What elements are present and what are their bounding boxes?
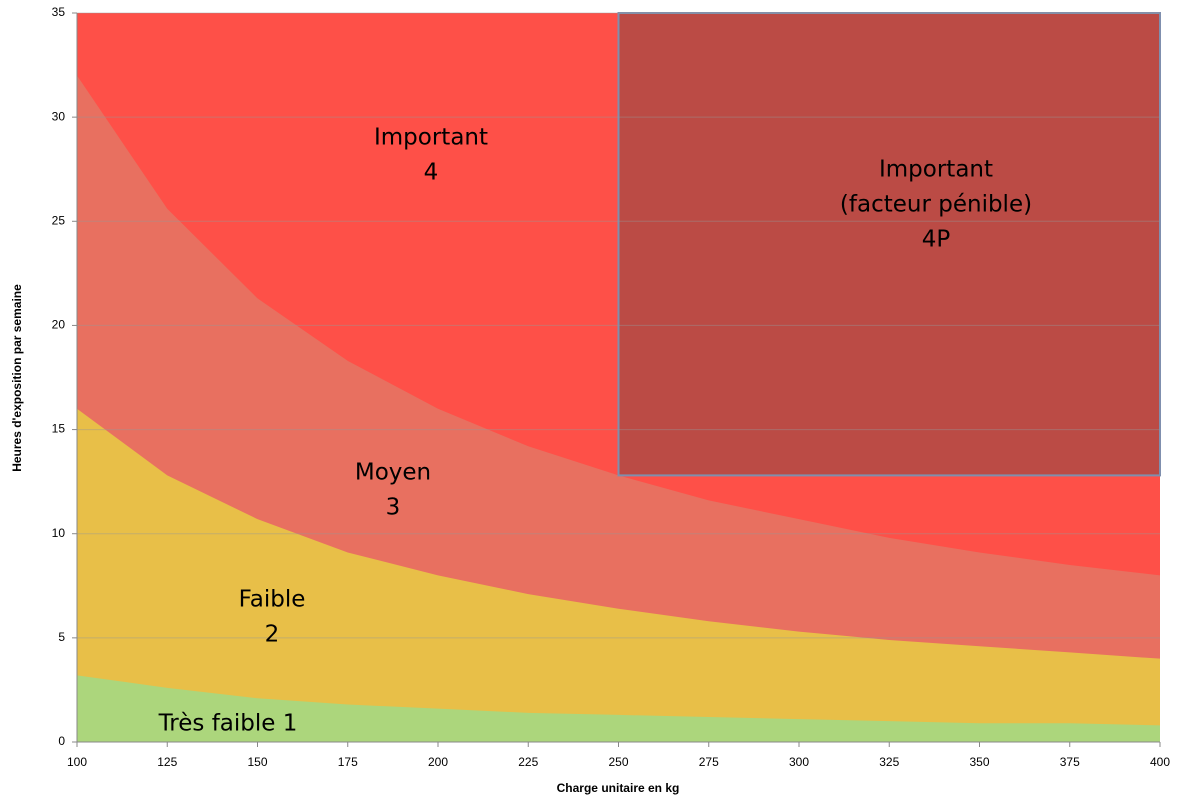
- y-tick-label: 35: [52, 5, 66, 19]
- area: [77, 675, 1160, 742]
- zone-label: 3: [386, 495, 401, 521]
- x-axis-title: Charge unitaire en kg: [557, 781, 680, 795]
- x-tick-label: 225: [518, 755, 538, 769]
- y-tick-label: 5: [58, 630, 65, 644]
- x-tick-label: 300: [789, 755, 809, 769]
- x-tick-label: 275: [699, 755, 719, 769]
- y-tick-label: 20: [52, 318, 66, 332]
- y-tick-label: 25: [52, 213, 66, 227]
- x-tick-label: 150: [247, 755, 267, 769]
- y-tick-label: 30: [52, 109, 66, 123]
- y-axis-title: Heures d'exposition par semaine: [10, 284, 24, 472]
- zone-label: Important: [374, 125, 488, 151]
- zone-label: Très faible 1: [158, 711, 298, 737]
- area: [77, 408, 1160, 742]
- zone-label: 4P: [922, 227, 951, 253]
- zone-label: Important: [879, 157, 993, 183]
- x-tick-label: 200: [428, 755, 448, 769]
- zone-label: Faible: [239, 587, 306, 613]
- x-tick-label: 375: [1060, 755, 1080, 769]
- y-tick-label: 0: [58, 734, 65, 748]
- zone-label: 4: [424, 160, 439, 186]
- x-tick-label: 125: [157, 755, 177, 769]
- x-tick-label: 400: [1150, 755, 1170, 769]
- y-tick-label: 15: [52, 422, 66, 436]
- zone-label: 2: [265, 622, 280, 648]
- zone-label: Moyen: [355, 460, 431, 486]
- x-tick-label: 350: [969, 755, 989, 769]
- x-tick-label: 250: [608, 755, 628, 769]
- y-tick-label: 10: [52, 526, 66, 540]
- zone-label: (facteur pénible): [840, 192, 1032, 218]
- x-tick-label: 175: [338, 755, 358, 769]
- region: [617, 12, 1161, 477]
- x-tick-label: 100: [67, 755, 87, 769]
- x-tick-label: 325: [879, 755, 899, 769]
